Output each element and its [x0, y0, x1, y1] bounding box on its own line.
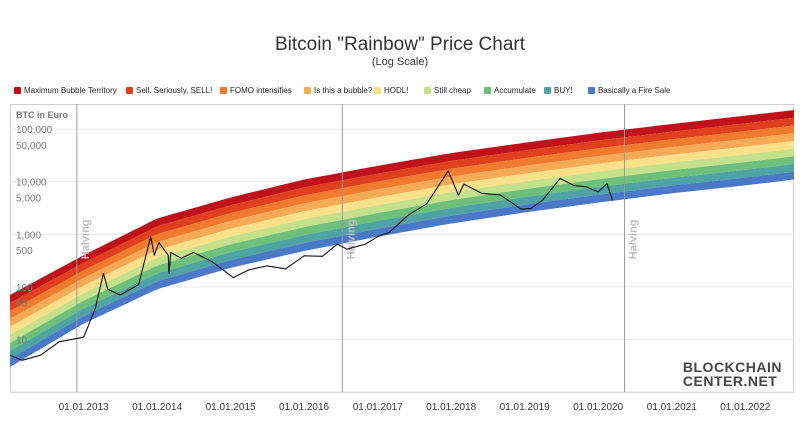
halving-label: Halving	[80, 219, 92, 259]
legend-label: Maximum Bubble Territory	[24, 86, 117, 95]
legend-item: Accumulate	[484, 86, 536, 95]
x-tick-label: 01.01.2019	[500, 402, 550, 413]
y-tick-label: 50	[16, 299, 28, 310]
watermark-line2: CENTER.NET	[682, 373, 778, 389]
legend-label: Is this a bubble?	[314, 86, 373, 95]
x-tick-label: 01.01.2022	[720, 402, 770, 413]
x-tick-label: 01.01.2013	[59, 402, 109, 413]
legend-label: Accumulate	[494, 86, 536, 95]
x-tick-label: 01.01.2015	[206, 402, 256, 413]
y-tick-label: 100	[16, 283, 33, 294]
legend-label: HODL!	[384, 86, 409, 95]
x-tick-label: 01.01.2020	[573, 402, 623, 413]
legend: Maximum Bubble Territory Sell. Seriously,…	[14, 86, 794, 100]
chart-subtitle: (Log Scale)	[371, 56, 429, 68]
legend-swatch	[544, 87, 551, 94]
legend-item: Sell. Seriously, SELL!	[126, 86, 212, 95]
watermark-line1: BLOCKCHAIN	[682, 359, 782, 375]
y-tick-label: 10,000	[16, 178, 47, 189]
x-tick-label: 01.01.2021	[647, 402, 697, 413]
legend-item: Basically a Fire Sale	[588, 86, 670, 95]
legend-item: Still cheap	[424, 86, 471, 95]
x-tick-label: 01.01.2016	[279, 402, 329, 413]
rainbow-chart-svg: Halving Halving Halving 100,000 50,000 10,000…	[9, 104, 794, 413]
y-tick-label: 50,000	[16, 141, 47, 152]
x-tick-label: 01.01.2017	[353, 402, 403, 413]
legend-swatch	[14, 87, 21, 94]
legend-swatch	[126, 87, 133, 94]
legend-label: Sell. Seriously, SELL!	[136, 86, 213, 95]
legend-swatch	[484, 87, 491, 94]
y-tick-label: 500	[16, 246, 33, 257]
price-line	[9, 170, 614, 361]
y-tick-label: 100,000	[16, 125, 53, 136]
legend-swatch	[374, 87, 381, 94]
chart-area: Halving Halving Halving 100,000 50,000 10,000…	[9, 104, 794, 419]
halving-label: Halving	[628, 219, 640, 259]
y-axis-title: BTC in Euro	[16, 110, 68, 120]
chart-title: Bitcoin "Rainbow" Price Chart	[274, 34, 526, 55]
legend-item: BUY!	[544, 86, 573, 95]
legend-swatch	[424, 87, 431, 94]
legend-label: FOMO intensifies	[230, 86, 292, 95]
y-tick-label: 1,000	[16, 230, 41, 241]
x-tick-label: 01.01.2014	[132, 402, 182, 413]
legend-item: FOMO intensifies	[220, 86, 292, 95]
y-tick-label: 10	[16, 335, 28, 346]
legend-label: BUY!	[554, 86, 573, 95]
y-tick-label: 5,000	[16, 193, 41, 204]
legend-item: Is this a bubble?	[304, 86, 372, 95]
legend-label: Basically a Fire Sale	[598, 86, 671, 95]
legend-swatch	[220, 87, 227, 94]
legend-swatch	[304, 87, 311, 94]
legend-label: Still cheap	[434, 86, 471, 95]
legend-swatch	[588, 87, 595, 94]
legend-item: Maximum Bubble Territory	[14, 86, 117, 95]
halving-label: Halving	[345, 219, 357, 259]
x-tick-label: 01.01.2018	[426, 402, 476, 413]
watermark-logo: BLOCKCHAIN CENTER.NET	[683, 360, 782, 388]
legend-item: HODL!	[374, 86, 408, 95]
